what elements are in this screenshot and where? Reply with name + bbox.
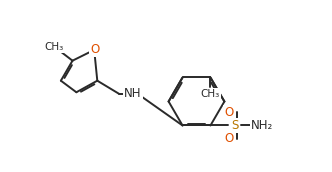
Text: CH₃: CH₃ xyxy=(44,42,63,52)
Text: O: O xyxy=(224,106,234,119)
Text: NH: NH xyxy=(124,87,142,100)
Text: NH₂: NH₂ xyxy=(250,119,273,132)
Text: S: S xyxy=(231,119,239,132)
Text: O: O xyxy=(90,43,100,56)
Text: O: O xyxy=(224,132,234,145)
Text: CH₃: CH₃ xyxy=(201,89,220,99)
